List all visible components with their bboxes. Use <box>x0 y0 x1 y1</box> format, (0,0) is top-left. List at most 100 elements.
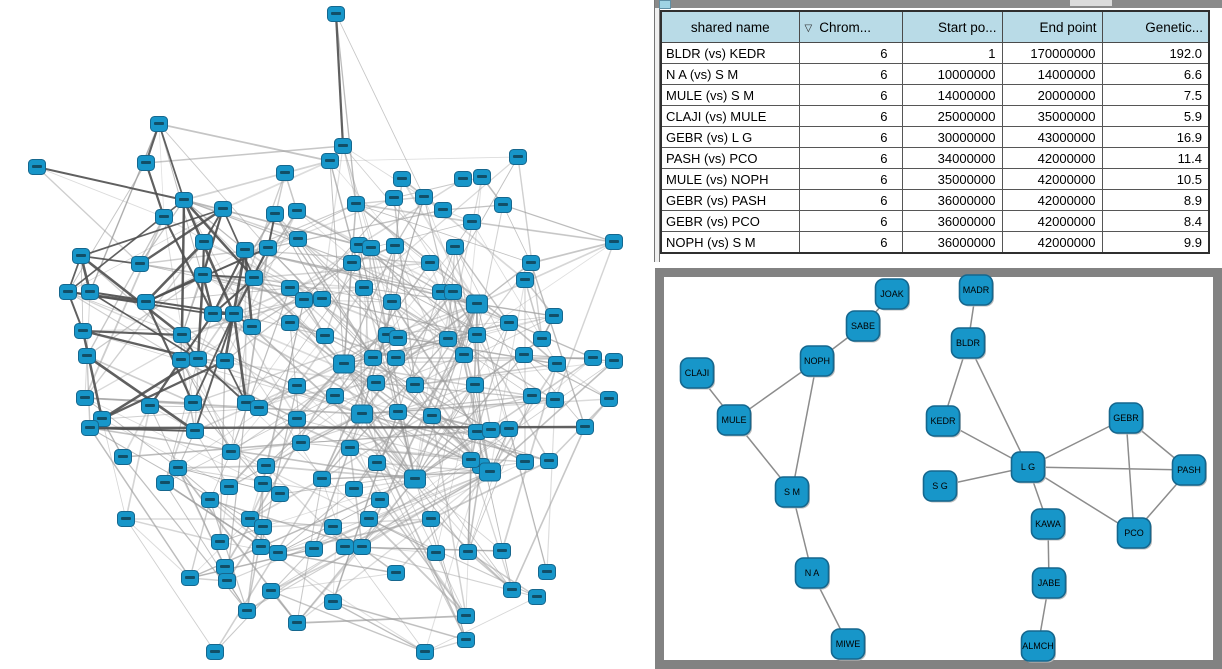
table-row[interactable]: CLAJI (vs) MULE 6 25000000 35000000 5.9 <box>660 105 1210 127</box>
cell-end-point: 14000000 <box>1001 63 1103 85</box>
cell-genetic: 192.0 <box>1101 42 1210 64</box>
network-edge <box>222 160 331 210</box>
subnetwork-node-almch[interactable] <box>1020 630 1056 662</box>
filter-icon[interactable]: ▽ <box>804 22 813 34</box>
network-edge <box>332 601 426 653</box>
network-edge <box>530 262 586 428</box>
cell-chromosome: 6 <box>798 42 903 64</box>
network-edge <box>361 291 454 415</box>
table-row[interactable]: N A (vs) S M 6 10000000 14000000 6.6 <box>660 63 1210 85</box>
subnetwork-node-joak[interactable] <box>874 278 910 310</box>
subnetwork-node-l-g[interactable] <box>1010 451 1046 483</box>
network-node-label <box>222 579 232 582</box>
network-node-label <box>472 430 482 433</box>
network-node-label <box>485 470 495 473</box>
network-edge <box>297 238 388 336</box>
network-edge <box>386 315 555 336</box>
subnetwork-node-miwe[interactable] <box>830 628 866 660</box>
table-row[interactable]: PASH (vs) PCO 6 34000000 42000000 11.4 <box>660 147 1210 169</box>
subnetwork-node-jabe[interactable] <box>1031 567 1067 599</box>
network-node-label <box>245 517 255 520</box>
network-node-label <box>391 356 401 359</box>
network-node-label <box>266 589 276 592</box>
network-edge <box>343 245 396 365</box>
subnetwork-node-sabe[interactable] <box>845 310 881 342</box>
network-node-label <box>331 12 341 15</box>
cell-start-point: 14000000 <box>901 84 1003 106</box>
subnetwork-node-gebr[interactable] <box>1108 402 1144 434</box>
network-edge <box>277 471 491 554</box>
column-header-genetic[interactable]: Genetic... <box>1101 10 1210 43</box>
column-header-chromosome[interactable]: ▽ Chrom... <box>798 10 903 43</box>
network-node-label <box>431 551 441 554</box>
subnetwork-edge[interactable] <box>1027 466 1135 534</box>
subnetwork-node-s-g[interactable] <box>922 470 958 502</box>
network-edge <box>125 405 151 520</box>
network-node-label <box>391 571 401 574</box>
network-node-label <box>609 359 619 362</box>
table-row[interactable]: NOPH (vs) S M 6 36000000 42000000 9.9 <box>660 231 1210 254</box>
subnetwork-edge[interactable] <box>967 342 1029 468</box>
network-edge <box>361 471 491 548</box>
network-node-label <box>359 286 369 289</box>
subnetwork-node-bldr[interactable] <box>950 327 986 359</box>
network-node-label <box>275 492 285 495</box>
table-row[interactable]: GEBR (vs) L G 6 30000000 43000000 16.9 <box>660 126 1210 148</box>
subnetwork-edge[interactable] <box>1125 417 1135 534</box>
subnetwork-node-kawa[interactable] <box>1030 508 1066 540</box>
cell-start-point: 10000000 <box>901 63 1003 85</box>
table-row[interactable]: GEBR (vs) PCO 6 36000000 42000000 8.4 <box>660 210 1210 232</box>
network-edge <box>414 360 615 386</box>
cell-shared-name: GEBR (vs) PCO <box>660 210 800 232</box>
network-node-label <box>532 595 542 598</box>
subnetwork-node-s-m[interactable] <box>774 476 810 508</box>
subnetwork-node-noph[interactable] <box>799 345 835 377</box>
network-edge <box>332 601 467 641</box>
filtered-network-svg[interactable]: JOAK SABE NOPH CLAJI MULE S M N A MIWE MADR BLDR K… <box>655 268 1222 669</box>
network-node-label <box>504 321 514 324</box>
network-edge <box>334 13 345 147</box>
scrollbar-thumb[interactable] <box>1070 0 1112 6</box>
column-header-start-point[interactable]: Start po... <box>901 10 1003 43</box>
subnetwork-node-pash[interactable] <box>1171 454 1207 486</box>
subnetwork-node-pco[interactable] <box>1116 517 1152 549</box>
main-network-canvas[interactable] <box>0 0 655 669</box>
table-row[interactable]: MULE (vs) NOPH 6 35000000 42000000 10.5 <box>660 168 1210 190</box>
subnetwork-node-madr[interactable] <box>958 274 994 306</box>
network-edge <box>414 303 478 480</box>
subnetwork-node-n-a[interactable] <box>794 557 830 589</box>
cell-shared-name: PASH (vs) PCO <box>660 147 800 169</box>
network-edge <box>101 359 226 421</box>
table-tab-chip[interactable] <box>659 0 671 9</box>
subnetwork-node-claji[interactable] <box>679 357 715 389</box>
main-network-svg[interactable] <box>0 0 655 669</box>
network-node-label <box>537 337 547 340</box>
subnetwork-node-kedr[interactable] <box>925 405 961 437</box>
network-edge <box>361 247 372 415</box>
network-edge <box>245 382 377 404</box>
network-node-label <box>179 198 189 201</box>
pane-splitter[interactable] <box>654 0 660 262</box>
network-node-label <box>188 401 198 404</box>
subnetwork-node-mule[interactable] <box>716 404 752 436</box>
network-edge <box>125 518 191 579</box>
network-edge <box>145 274 204 303</box>
network-edge <box>414 291 442 480</box>
network-node-label <box>339 362 349 365</box>
subnetwork-edge[interactable] <box>791 360 818 493</box>
subnetwork-edge[interactable] <box>1027 466 1190 471</box>
network-node-label <box>226 450 236 453</box>
network-node-label <box>32 165 42 168</box>
cell-start-point: 34000000 <box>901 147 1003 169</box>
table-row[interactable]: MULE (vs) S M 6 14000000 20000000 7.5 <box>660 84 1210 106</box>
network-node-label <box>256 545 266 548</box>
network-edge <box>163 216 214 315</box>
network-edge <box>122 405 151 458</box>
table-row[interactable]: BLDR (vs) KEDR 6 1 170000000 192.0 <box>660 42 1210 64</box>
network-edge <box>277 518 432 554</box>
subnetwork-node-label: PCO <box>1124 528 1144 538</box>
column-header-shared-name[interactable]: shared name <box>660 10 800 43</box>
table-row[interactable]: GEBR (vs) PASH 6 36000000 42000000 8.9 <box>660 189 1210 211</box>
column-header-end-point[interactable]: End point <box>1001 10 1103 43</box>
network-edge <box>395 471 491 574</box>
